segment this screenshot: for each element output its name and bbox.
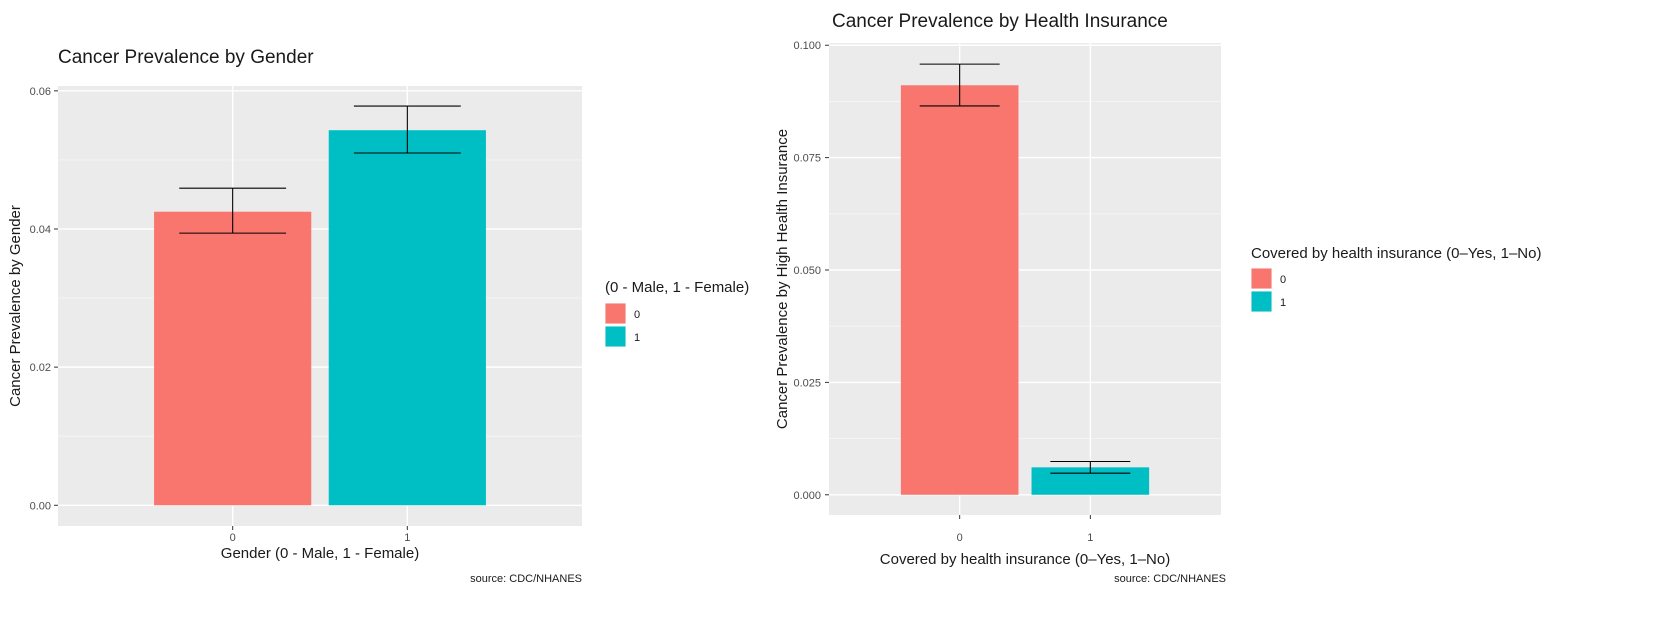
y-tick-label: 0.100 [793, 40, 821, 52]
x-tick-label: 0 [230, 532, 236, 544]
legend-swatch-1 [1251, 291, 1272, 312]
legend: Covered by health insurance (0–Yes, 1–No… [1251, 245, 1541, 312]
bar-0 [154, 211, 312, 506]
x-tick-label: 1 [1087, 532, 1093, 544]
bar-1 [328, 130, 486, 506]
x-tick-label: 0 [957, 532, 963, 544]
source-caption: source: CDC/NHANES [1114, 573, 1226, 585]
plot-background [58, 86, 582, 526]
y-tick-label: 0.025 [793, 377, 821, 389]
x-tick-label: 1 [404, 532, 410, 544]
x-axis-title: Covered by health insurance (0–Yes, 1–No… [880, 551, 1170, 568]
legend-label-1: 1 [1280, 297, 1286, 309]
legend-swatch-0 [1251, 268, 1272, 289]
legend-swatch-1 [605, 326, 626, 347]
legend-label-0: 0 [1280, 274, 1286, 286]
legend: (0 - Male, 1 - Female) 0 1 [605, 279, 749, 347]
bar-0 [900, 85, 1019, 495]
y-tick-label: 0.06 [30, 86, 51, 98]
y-tick-label: 0.075 [793, 153, 821, 165]
legend-label-0: 0 [634, 309, 640, 321]
y-axis-title: Cancer Prevalence by Gender [7, 205, 24, 407]
chart-panel-1: 0.00 0.02 0.04 0.06 0 1 Cancer Prevalence by G… [7, 47, 749, 585]
y-tick-label: 0.02 [30, 362, 51, 374]
chart-title: Cancer Prevalence by Gender [58, 47, 314, 68]
legend-swatch-0 [605, 303, 626, 324]
legend-label-1: 1 [634, 332, 640, 344]
plot-background [829, 43, 1221, 515]
legend-title: (0 - Male, 1 - Female) [605, 279, 749, 296]
y-tick-label: 0.00 [30, 500, 51, 512]
y-axis-title: Cancer Prevalence by High Health Insuran… [774, 129, 791, 429]
y-tick-label: 0.000 [793, 490, 821, 502]
y-tick-label: 0.050 [793, 265, 821, 277]
chart-title: Cancer Prevalence by Health Insurance [832, 11, 1168, 32]
chart-panel-2: 0.000 0.025 0.050 0.075 0.100 0 1 Cancer Preval… [774, 11, 1541, 585]
source-caption: source: CDC/NHANES [470, 573, 582, 585]
legend-title: Covered by health insurance (0–Yes, 1–No… [1251, 245, 1541, 262]
x-axis-title: Gender (0 - Male, 1 - Female) [221, 545, 419, 562]
y-tick-label: 0.04 [30, 224, 51, 236]
